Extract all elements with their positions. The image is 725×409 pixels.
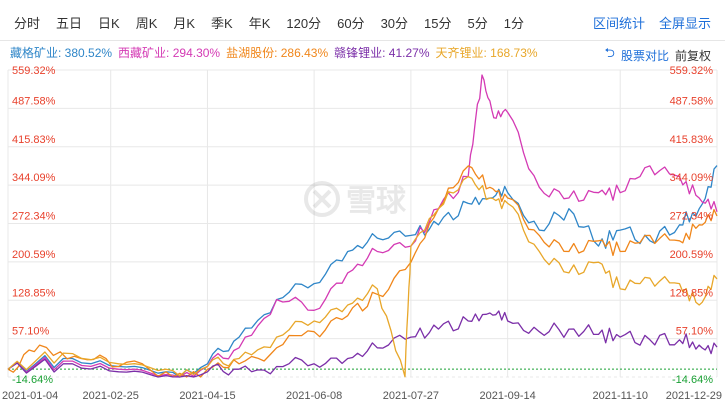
series-legend: 藏格矿业: 380.52% 西藏矿业: 294.30% 盐湖股份: 286.43… [10,44,544,61]
y-tick-label-right: 344.09% [670,172,714,184]
tab-monthly-k[interactable]: 月K [173,16,196,31]
series-line-藏格矿业 [7,165,718,378]
x-tick-label: 2021-09-14 [480,390,536,402]
grid-layer [7,69,718,378]
x-tick-label: 2021-04-15 [179,390,235,402]
toolbar-actions: 区间统计 全屏显示 [579,13,711,32]
fullscreen-button[interactable]: 全屏显示 [658,16,711,31]
period-tabs: 分时 五日 日K 周K 月K 季K 年K 120分 60分 30分 15分 5分… [14,13,540,32]
y-tick-label-right: 487.58% [670,95,714,107]
y-axis-left: 559.32% 487.58% 415.83% 344.09% 272.34% 200.5… [12,65,56,386]
y-tick-label-left: 200.59% [12,249,56,261]
series-line-西藏矿业 [7,74,718,378]
y-tick-label-left: 128.85% [12,287,56,299]
y-tick-label-left: 487.58% [12,95,56,107]
x-tick-label: 2021-01-04 [2,390,58,402]
y-tick-label-right: 57.10% [676,326,714,338]
forward-adjust-toggle[interactable]: 前复权 [674,48,711,63]
range-stats-button[interactable]: 区间统计 [592,16,645,31]
tab-five-day[interactable]: 五日 [56,16,83,31]
tab-intraday[interactable]: 分时 [14,16,41,31]
x-tick-label: 2021-06-08 [286,390,342,402]
x-tick-label: 2021-07-27 [383,390,439,402]
y-axis-right: 559.32% 487.58% 415.83% 344.09% 272.34% 200.5… [670,65,714,386]
watermark-text: 雪球 [346,185,407,218]
legend-item-yanhu: 盐湖股份: 286.43% [226,46,329,60]
x-tick-label: 2021-12-29 [666,390,722,402]
compare-stocks-button[interactable]: 股票对比 [620,48,669,63]
tab-15-min[interactable]: 15分 [424,16,452,31]
series-line-盐湖股份 [7,165,718,378]
tab-1-min[interactable]: 1分 [503,16,524,31]
tab-30-min[interactable]: 30分 [380,16,409,31]
tab-5-min[interactable]: 5分 [467,16,488,31]
chart-controls: ⮌ 股票对比 前复权 [605,44,711,66]
y-tick-label-left: 415.83% [12,134,56,146]
y-tick-label-left: 344.09% [12,172,56,184]
legend-item-tianqi: 天齐锂业: 168.73% [435,46,538,60]
period-toolbar: 分时 五日 日K 周K 月K 季K 年K 120分 60分 30分 15分 5分… [0,0,725,41]
tab-120-min[interactable]: 120分 [286,16,322,31]
series-line-天齐锂业 [7,175,718,378]
y-tick-label-right: 272.34% [670,211,714,223]
snowball-logo-icon: 雪球 [304,181,407,218]
x-tick-label: 2021-11-10 [593,390,648,402]
y-tick-label-left: 272.34% [12,211,56,223]
y-tick-label-left: 559.32% [12,65,56,77]
series-line-赣锋锂业 [7,310,718,378]
legend-item-ganfeng: 赣锋锂业: 41.27% [334,46,430,60]
y-tick-label-left: -14.64% [12,374,53,386]
x-axis: 2021-01-04 2021-02-25 2021-04-15 2021-06-08… [2,390,722,402]
y-tick-label-left: 57.10% [12,326,50,338]
tab-weekly-k[interactable]: 周K [135,16,158,31]
y-tick-label-right: 559.32% [670,65,714,77]
tab-daily-k[interactable]: 日K [98,16,120,31]
y-tick-label-right: -14.64% [672,374,713,386]
y-tick-label-right: 128.85% [670,287,714,299]
tab-yearly-k[interactable]: 年K [248,16,271,31]
y-tick-label-right: 415.83% [670,134,714,146]
tab-quarterly-k[interactable]: 季K [211,16,233,31]
y-tick-label-right: 200.59% [670,249,714,261]
x-tick-label: 2021-02-25 [83,390,139,402]
undo-icon[interactable]: ⮌ [604,45,615,60]
series-layer [7,74,718,378]
legend-item-zangge: 藏格矿业: 380.52% [10,46,113,60]
tab-60-min[interactable]: 60分 [337,16,365,31]
legend-item-xizang: 西藏矿业: 294.30% [118,46,221,60]
